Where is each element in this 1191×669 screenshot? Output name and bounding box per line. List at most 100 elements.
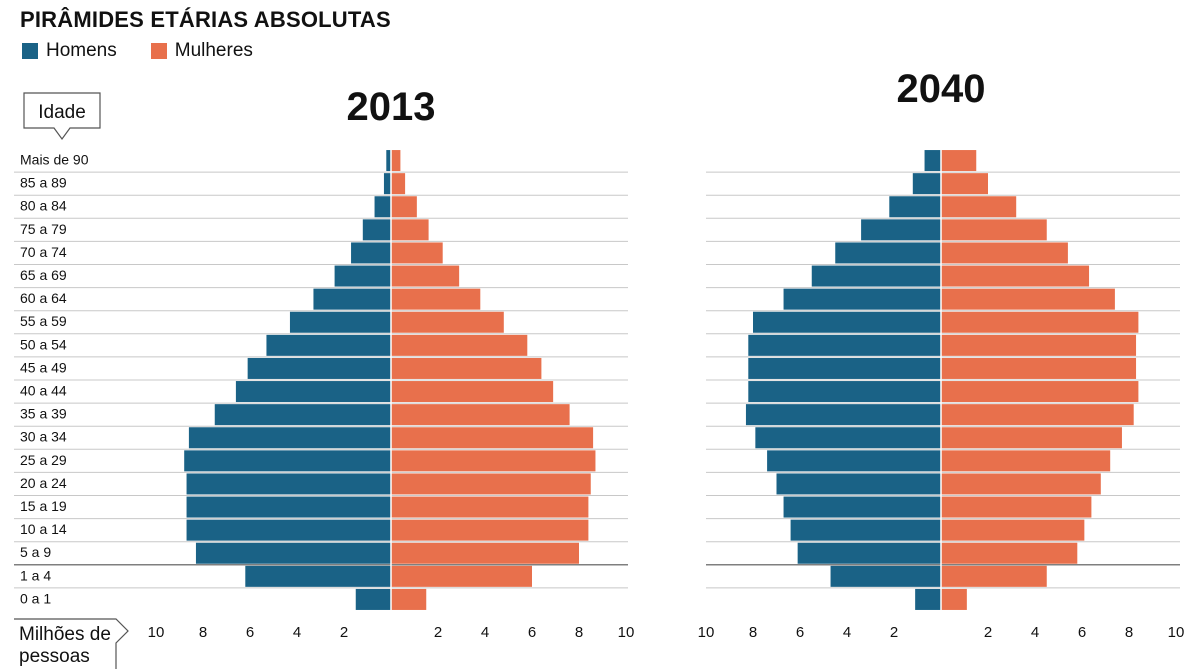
age-axis-label-box <box>23 92 101 141</box>
bar-men <box>753 311 941 333</box>
chart-title: PIRÂMIDES ETÁRIAS ABSOLUTAS <box>20 7 391 32</box>
bar-men <box>386 150 391 172</box>
x-tick-label: 8 <box>575 624 583 641</box>
bar-women <box>391 173 406 195</box>
bar-men <box>362 219 391 241</box>
x-tick-label: 6 <box>246 624 254 641</box>
age-label: 45 a 49 <box>20 359 67 375</box>
bar-men <box>195 542 391 564</box>
bar-men <box>351 242 391 264</box>
bar-women <box>941 357 1137 379</box>
bar-women <box>391 542 579 564</box>
age-label: 85 a 89 <box>20 175 67 191</box>
age-label: 10 a 14 <box>20 521 67 537</box>
bar-women <box>391 219 429 241</box>
bar-women <box>391 404 570 426</box>
bar-women <box>391 427 594 449</box>
bar-women <box>941 196 1017 218</box>
legend-item-men: Homens <box>22 40 117 62</box>
bar-men <box>861 219 941 241</box>
legend-swatch-men <box>22 43 38 59</box>
x-tick-label: 4 <box>1031 624 1039 641</box>
legend-label-women: Mulheres <box>174 40 253 61</box>
legend-item-women: Mulheres <box>150 40 253 62</box>
bar-women <box>941 565 1047 587</box>
pyramid-panel-2013: 2013 10 8 6 4 2 2 4 6 8 10 <box>14 85 634 641</box>
population-axis-label-line2: pessoas <box>19 646 90 667</box>
bar-women <box>391 381 554 403</box>
age-label: 0 a 1 <box>20 590 51 606</box>
legend-label-men: Homens <box>46 40 117 61</box>
age-label: 30 a 34 <box>20 429 67 445</box>
bar-women <box>391 496 589 518</box>
bar-men <box>915 588 941 610</box>
x-tick-label: 2 <box>434 624 442 641</box>
bar-women <box>941 334 1137 356</box>
age-label: 60 a 64 <box>20 290 67 306</box>
bar-men <box>235 381 391 403</box>
bar-men <box>889 196 941 218</box>
bar-men <box>755 427 941 449</box>
panel-title: 2040 <box>897 67 986 111</box>
legend-swatch-women <box>150 43 167 59</box>
bar-men <box>186 496 391 518</box>
population-axis-label-line1: Milhões de <box>19 624 111 645</box>
bar-men <box>811 265 941 287</box>
x-tick-label: 8 <box>199 624 207 641</box>
bar-women <box>941 288 1115 310</box>
bar-women <box>391 265 460 287</box>
age-label: 25 a 29 <box>20 452 67 468</box>
bar-women <box>391 311 504 333</box>
bar-women <box>391 196 417 218</box>
x-tick-label: 6 <box>1078 624 1086 641</box>
bar-women <box>941 219 1047 241</box>
bar-men <box>374 196 391 218</box>
x-tick-label: 2 <box>890 624 898 641</box>
bar-women <box>941 450 1111 472</box>
bar-men <box>767 450 941 472</box>
bar-women <box>391 473 591 495</box>
bar-men <box>334 265 391 287</box>
bar-men <box>355 588 391 610</box>
bar-men <box>745 404 941 426</box>
bar-women <box>391 288 481 310</box>
population-axis-label-box <box>14 618 129 669</box>
x-tick-label: 2 <box>984 624 992 641</box>
bar-men <box>247 357 391 379</box>
bar-men <box>790 519 941 541</box>
x-tick-label: 10 <box>698 624 715 641</box>
bar-women <box>391 588 427 610</box>
bar-men <box>184 450 391 472</box>
bar-women <box>941 542 1078 564</box>
bar-men <box>245 565 391 587</box>
x-tick-label: 10 <box>148 624 165 641</box>
bar-men <box>797 542 941 564</box>
bar-men <box>776 473 941 495</box>
age-label: 55 a 59 <box>20 313 67 329</box>
bar-men <box>313 288 391 310</box>
bar-women <box>941 404 1134 426</box>
x-tick-label: 4 <box>843 624 851 641</box>
bar-men <box>186 473 391 495</box>
x-tick-label: 2 <box>340 624 348 641</box>
age-label: 20 a 24 <box>20 475 67 491</box>
bar-women <box>941 427 1122 449</box>
age-label: 40 a 44 <box>20 383 67 399</box>
panel-title: 2013 <box>347 85 436 129</box>
bar-women <box>941 265 1090 287</box>
bar-women <box>391 519 589 541</box>
bar-women <box>941 588 967 610</box>
x-tick-label: 8 <box>1125 624 1133 641</box>
bar-men <box>266 334 391 356</box>
x-tick-label: 4 <box>481 624 489 641</box>
age-label: 15 a 19 <box>20 498 67 514</box>
bar-women <box>391 150 401 172</box>
x-tick-label: 6 <box>796 624 804 641</box>
bar-women <box>941 173 988 195</box>
bar-men <box>835 242 941 264</box>
x-tick-label: 10 <box>1168 624 1185 641</box>
age-label: 70 a 74 <box>20 244 67 260</box>
pyramid-panel-2040: 2040 10 8 6 4 2 2 4 6 8 10 <box>698 67 1185 641</box>
age-label: 65 a 69 <box>20 267 67 283</box>
x-tick-label: 10 <box>618 624 635 641</box>
